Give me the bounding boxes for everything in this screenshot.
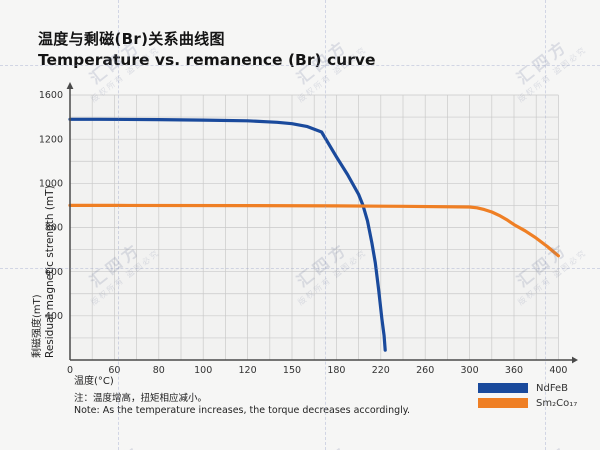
y-axis-arrow	[66, 82, 74, 89]
legend-label-smco: Sm₂Co₁₇	[536, 397, 578, 409]
x-tick-label: 300	[461, 365, 479, 376]
x-tick-label: 180	[327, 365, 345, 376]
legend-item-smco: Sm₂Co₁₇	[478, 397, 578, 409]
tick-labels: 0 60 80 100 120 150 180 220 260 300 360 400 1600 1200…	[39, 90, 568, 376]
y-tick-label: 1600	[39, 90, 63, 101]
ndfeb-curve	[68, 117, 387, 352]
legend-item-ndfeb: NdFeB	[478, 382, 577, 394]
x-tick-label: 120	[239, 365, 257, 376]
x-tick-label: 60	[108, 365, 120, 376]
footnote-zh: 注：温度增高，扭矩相应减小。	[74, 393, 208, 404]
x-tick-label: 100	[194, 365, 212, 376]
y-tick-label: 400	[45, 311, 63, 322]
legend: NdFeB Sm₂Co₁₇	[478, 383, 577, 413]
y-tick-label: 600	[45, 267, 63, 278]
y-tick-label: 1000	[39, 179, 63, 190]
x-tick-label: 360	[505, 365, 523, 376]
chart-title-zh: 温度与剩磁(Br)关系曲线图	[38, 30, 225, 48]
x-tick-label: 400	[549, 365, 567, 376]
ndfeb-color-swatch	[478, 383, 528, 393]
chart-title-en: Temperature vs. remanence (Br) curve	[38, 51, 376, 69]
x-tick-label: 150	[283, 365, 301, 376]
footnote: 注：温度增高，扭矩相应减小。 Note: As the temperature …	[74, 393, 410, 417]
y-axis-title-zh: 剩磁强度(mT)	[30, 294, 43, 358]
footnote-en: Note: As the temperature increases, the …	[74, 405, 411, 416]
x-axis-arrow	[572, 356, 578, 364]
legend-label-ndfeb: NdFeB	[536, 382, 569, 394]
smco-color-swatch	[478, 398, 528, 408]
axes	[66, 82, 578, 364]
x-axis-title: 温度(°C)	[74, 376, 114, 387]
smco-curve	[68, 203, 560, 258]
axis-lines	[69, 88, 572, 361]
y-tick-label: 800	[45, 223, 63, 234]
x-tick-label: 220	[372, 365, 390, 376]
grid-lines	[69, 94, 559, 361]
y-tick-label: 1200	[39, 134, 63, 145]
data-series	[68, 117, 560, 352]
x-tick-label: 260	[416, 365, 434, 376]
x-tick-label: 80	[153, 365, 165, 376]
y-axis-title-en: Residual magnetic strength (mT)	[44, 185, 56, 358]
y-axis-title: 剩磁强度(mT) Residual magnetic strength (mT)	[25, 185, 56, 358]
x-tick-label: 0	[67, 365, 73, 376]
